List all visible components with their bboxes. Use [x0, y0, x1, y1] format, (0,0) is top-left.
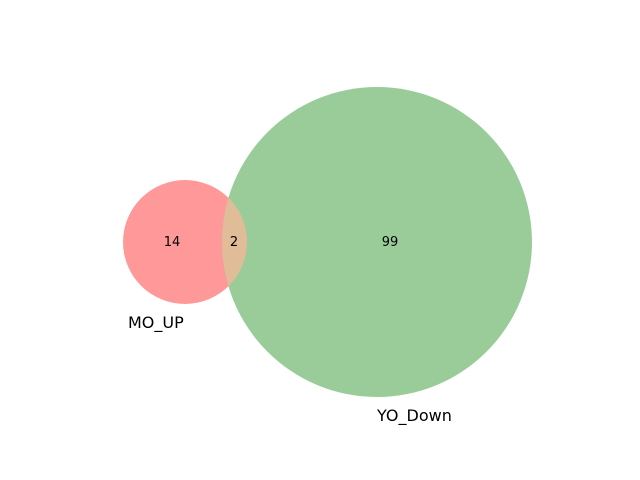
venn-circle-yo-down: [222, 87, 532, 397]
count-only-mo-up: 14: [164, 235, 181, 250]
venn-circle-mo-up: [123, 180, 247, 304]
set-label-mo-up: MO_UP: [128, 313, 184, 333]
count-intersection: 2: [230, 235, 238, 250]
set-label-yo-down: YO_Down: [376, 406, 452, 426]
count-only-yo-down: 99: [382, 235, 399, 250]
